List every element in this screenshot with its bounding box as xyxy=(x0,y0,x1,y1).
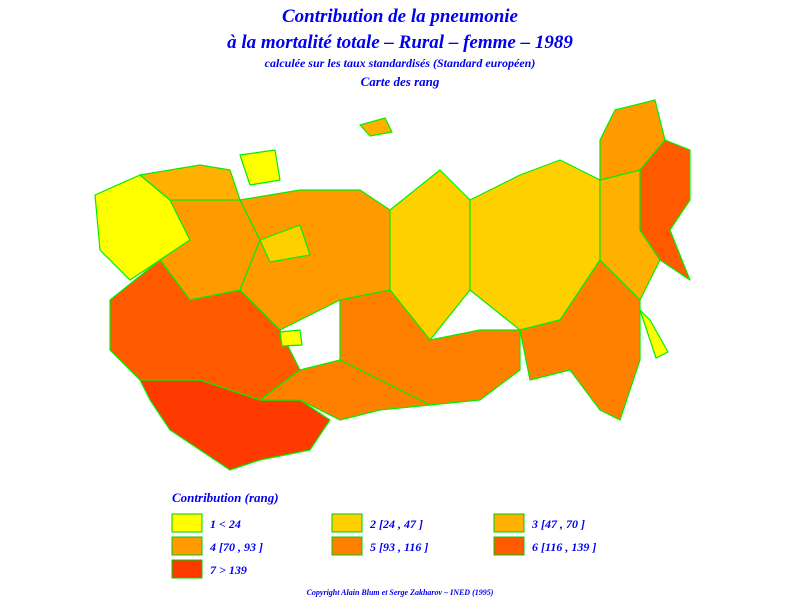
map-type: Carte des rang xyxy=(361,74,440,89)
legend-label: 7 > 139 xyxy=(210,563,247,577)
legend-label: 2 [24 , 47 ] xyxy=(369,517,423,531)
map xyxy=(94,99,691,471)
legend: 1 < 24 2 [24 , 47 ] 3 [47 , 70 ] 4 [70 , 93… xyxy=(171,513,596,579)
region xyxy=(639,139,691,281)
copyright: Copyright Alain Blum et Serge Zakharov –… xyxy=(307,588,494,597)
legend-swatch xyxy=(171,513,203,533)
region xyxy=(339,289,521,406)
legend-swatch xyxy=(493,536,525,556)
legend-label: 5 [93 , 116 ] xyxy=(370,540,428,554)
legend-title: Contribution (rang) xyxy=(172,490,279,505)
subtitle: calculée sur les taux standardisés (Stan… xyxy=(265,56,536,70)
region xyxy=(279,329,303,347)
legend-swatch xyxy=(331,536,363,556)
title: à la mortalité totale – Rural – femme – … xyxy=(227,32,573,53)
region xyxy=(639,309,669,359)
legend-label: 1 < 24 xyxy=(210,517,241,531)
region xyxy=(239,149,281,186)
region xyxy=(259,224,311,263)
legend-swatch xyxy=(331,513,363,533)
legend-swatch xyxy=(493,513,525,533)
legend-label: 3 [47 , 70 ] xyxy=(531,517,585,531)
title: Contribution de la pneumonie xyxy=(282,6,519,27)
legend-label: 4 [70 , 93 ] xyxy=(209,540,263,554)
region xyxy=(359,117,393,137)
legend-swatch xyxy=(171,536,203,556)
legend-swatch xyxy=(171,559,203,579)
region xyxy=(139,379,331,471)
legend-label: 6 [116 , 139 ] xyxy=(532,540,596,554)
